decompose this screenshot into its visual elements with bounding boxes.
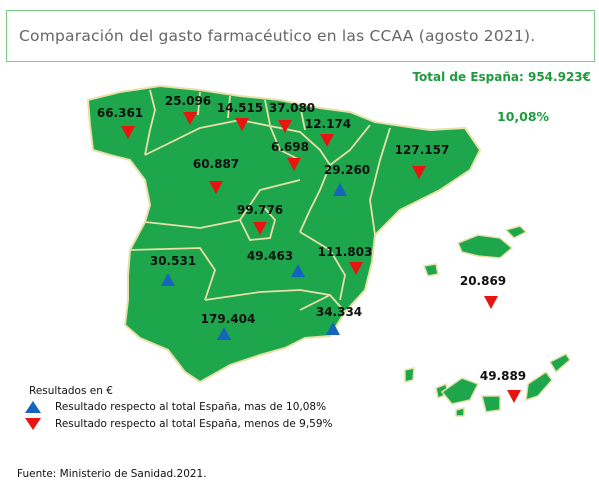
value-label-aragon: 29.260: [324, 163, 370, 177]
triangle-up-icon-andalucia: [217, 327, 231, 340]
spain-total: Total de España: 954.923€: [412, 70, 591, 84]
triangle-down-icon-la-rioja: [287, 158, 301, 171]
triangle-down-icon-castilla-leon: [209, 181, 223, 194]
value-label-murcia: 34.334: [316, 305, 362, 319]
legend-down-label: Resultado respecto al total España, meno…: [55, 418, 333, 430]
region-border: [227, 95, 231, 119]
source-note: Fuente: Ministerio de Sanidad.2021.: [17, 468, 207, 480]
triangle-down-icon-baleares: [484, 296, 498, 309]
region-border: [144, 89, 156, 156]
region-border: [299, 294, 331, 311]
triangle-down-icon-pais-vasco: [278, 120, 292, 133]
triangle-up-icon-aragon: [333, 183, 347, 196]
region-border: [299, 104, 306, 131]
map-title: Comparación del gasto farmacéutico en la…: [19, 27, 536, 45]
value-label-cataluna: 127.157: [395, 143, 450, 157]
value-label-extremadura: 30.531: [150, 254, 196, 268]
legend-up-label: Resultado respecto al total España, mas …: [55, 401, 327, 413]
value-label-la-rioja: 6.698: [271, 140, 309, 154]
gran-canaria-shape: [481, 395, 501, 413]
value-label-asturias: 25.096: [165, 94, 211, 108]
triangle-down-icon-valencia: [349, 262, 363, 275]
lanzarote-shape: [548, 353, 571, 374]
region-border: [197, 91, 201, 116]
region-border: [129, 247, 216, 301]
region-border: [369, 127, 391, 236]
value-label-baleares: 20.869: [460, 274, 506, 288]
value-label-valencia: 111.803: [318, 245, 373, 259]
region-border: [299, 231, 346, 301]
legend-down-row: Resultado respecto al total España, meno…: [24, 417, 333, 431]
legend-title: Resultados en €: [29, 385, 113, 397]
map-land: [86, 84, 571, 417]
triangle-down-icon-navarra: [320, 134, 334, 147]
menorca-shape: [504, 225, 528, 239]
region-border: [264, 99, 271, 126]
title-box: Comparación del gasto farmacéutico en la…: [6, 10, 595, 62]
triangle-up-icon: [25, 401, 41, 413]
value-label-andalucia: 179.404: [201, 312, 256, 326]
value-label-navarra: 12.174: [305, 117, 351, 131]
triangle-up-icon-extremadura: [161, 273, 175, 286]
value-label-galicia: 66.361: [97, 106, 143, 120]
region-borders: [129, 89, 391, 313]
mallorca-shape: [456, 234, 514, 259]
ibiza-shape: [422, 263, 439, 277]
value-label-madrid: 99.776: [237, 203, 283, 217]
fuerteventura-shape: [525, 370, 553, 402]
value-label-castilla-la-mancha: 49.463: [247, 249, 293, 263]
triangle-up-icon-castilla-la-mancha: [291, 264, 305, 277]
region-markers: 66.361 25.096 14.515 37.080 12.174 6.698 127.1…: [97, 94, 526, 403]
region-border: [204, 289, 346, 313]
triangle-down-icon-cantabria: [235, 118, 249, 131]
peninsula-shape: [86, 84, 482, 384]
triangle-down-icon: [25, 418, 41, 430]
triangle-down-icon-canarias: [507, 390, 521, 403]
value-label-castilla-leon: 60.887: [193, 157, 239, 171]
tenerife-shape: [440, 377, 480, 405]
spain-total-percentage: 10,08%: [497, 109, 550, 124]
region-border: [299, 164, 331, 233]
triangle-down-icon-asturias: [183, 112, 197, 125]
region-border: [329, 124, 371, 166]
triangle-down-icon-cataluna: [412, 166, 426, 179]
value-label-cantabria: 14.515: [217, 101, 263, 115]
triangle-down-icon-madrid: [253, 222, 267, 235]
triangle-up-icon-murcia: [326, 322, 340, 335]
legend-up-row: Resultado respecto al total España, mas …: [24, 400, 326, 414]
la-palma-shape: [404, 367, 415, 383]
triangle-down-icon-galicia: [121, 126, 135, 139]
region-border: [269, 125, 301, 161]
value-label-canarias: 49.889: [480, 369, 526, 383]
el-hierro-shape: [455, 407, 465, 417]
region-border: [239, 204, 276, 241]
value-label-pais-vasco: 37.080: [269, 101, 315, 115]
